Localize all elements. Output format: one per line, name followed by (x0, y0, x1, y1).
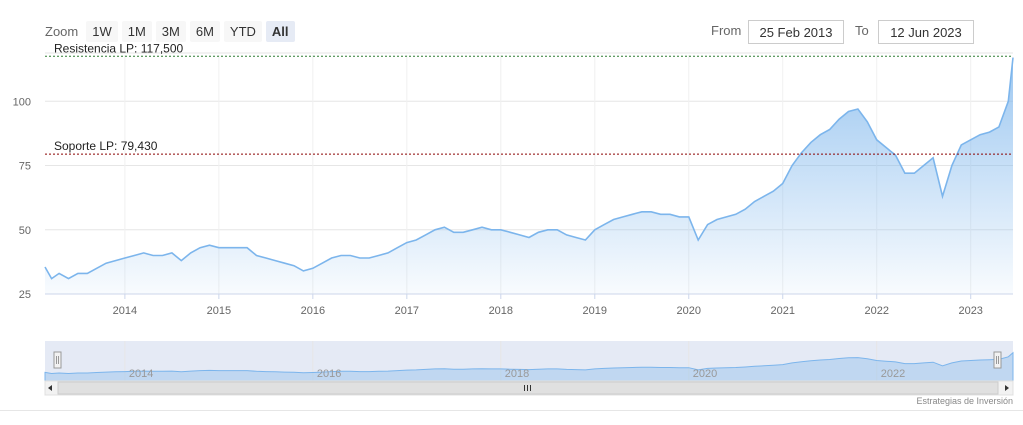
zoom-3m-button[interactable]: 3M (155, 20, 186, 42)
navigator-tick-label: 2018 (505, 368, 529, 380)
footer-divider (0, 410, 1023, 411)
y-axis-labels: 25 50 75 100 (13, 96, 31, 301)
annotations: Resistencia LP: 117,500 Soporte LP: 79,43… (45, 41, 1013, 155)
navigator-tick-label: 2020 (693, 368, 717, 380)
zoom-all-button[interactable]: All (265, 20, 295, 42)
to-date-input[interactable]: 12 Jun 2023 (878, 20, 974, 44)
y-tick-label: 100 (13, 96, 31, 108)
x-tick-label: 2018 (489, 305, 513, 317)
x-tick-label: 2021 (771, 305, 795, 317)
zoom-bar: Zoom 1W 1M 3M 6M YTD All (45, 19, 295, 43)
zoom-6m-button[interactable]: 6M (189, 20, 220, 42)
scroll-left-arrow-icon[interactable] (48, 385, 52, 391)
navigator-mask[interactable] (45, 341, 1013, 381)
x-tick-label: 2020 (677, 305, 701, 317)
price-chart: 25 50 75 100 Resistencia LP: 117,500 Soporte… (13, 41, 1014, 396)
zoom-1m-button[interactable]: 1M (121, 20, 152, 42)
x-tick-label: 2014 (113, 305, 137, 317)
resistance-label: Resistencia LP: 117,500 (54, 41, 184, 55)
series-area (45, 57, 1013, 294)
to-label: To (855, 23, 869, 38)
x-tick-label: 2017 (395, 305, 419, 317)
zoom-ytd-button[interactable]: YTD (223, 20, 262, 42)
navigator-tick-label: 2022 (881, 368, 905, 380)
x-tick-label: 2015 (207, 305, 231, 317)
zoom-label: Zoom (45, 23, 79, 39)
navigator-tick-label: 2014 (129, 368, 153, 380)
from-date-input[interactable]: 25 Feb 2013 (748, 20, 844, 44)
navigator-labels: 2014 2016 2018 2020 2022 (129, 368, 905, 380)
navigator-grid (124, 341, 878, 381)
zoom-1w-button[interactable]: 1W (86, 20, 118, 42)
navigator-series (44, 351, 1014, 382)
y-tick-label: 25 (19, 289, 31, 301)
x-tick-label: 2023 (958, 305, 982, 317)
x-axis-labels: 2014 2015 2016 2017 2018 2019 2020 2021 2022 2023 (113, 294, 983, 317)
navigator-left-handle[interactable] (53, 351, 62, 369)
x-tick-label: 2022 (864, 305, 888, 317)
x-tick-label: 2016 (301, 305, 325, 317)
y-tick-label: 50 (19, 225, 31, 237)
scroll-right-arrow-icon[interactable] (1005, 385, 1009, 391)
scrollbar-grip (524, 385, 531, 391)
navigator-tick-label: 2016 (317, 368, 341, 380)
support-label: Soporte LP: 79,430 (54, 139, 158, 153)
from-label: From (711, 23, 742, 38)
y-tick-label: 75 (19, 161, 31, 173)
credit-text: Estrategias de Inversión (916, 396, 1013, 406)
series-line (44, 57, 1014, 280)
navigator-right-handle[interactable] (993, 351, 1002, 369)
x-tick-label: 2019 (583, 305, 607, 317)
